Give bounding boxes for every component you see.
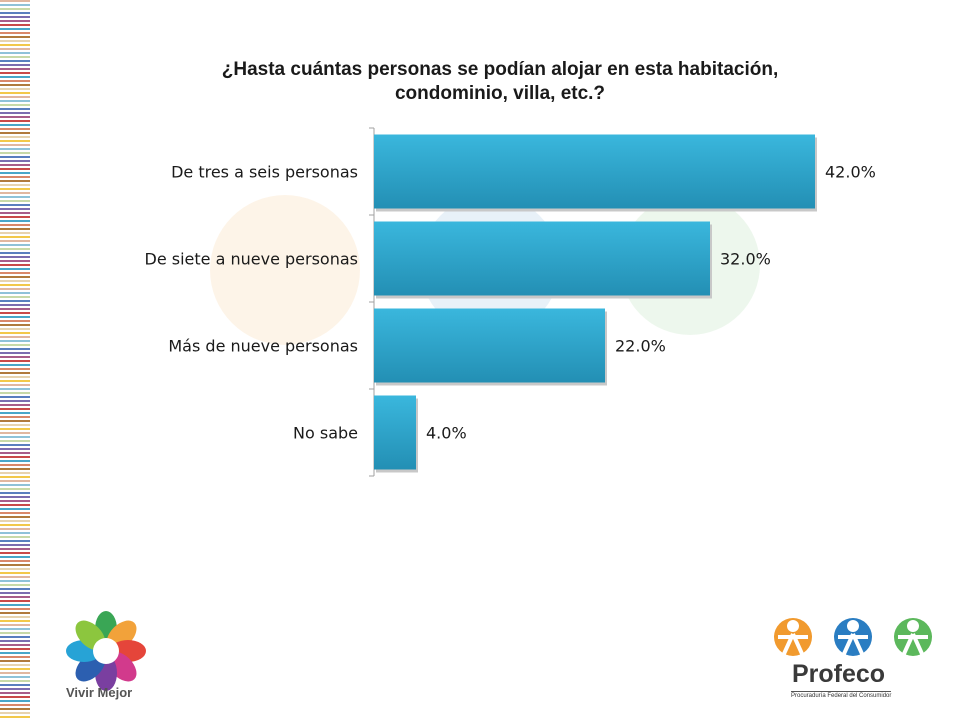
- chart-title-line-2: condominio, villa, etc.?: [394, 83, 606, 104]
- bar: [374, 221, 710, 296]
- chart-title-line-1: ¿Hasta cuántas personas se podían alojar…: [221, 59, 779, 80]
- vivir-mejor-logo-icon: [66, 611, 146, 691]
- category-label: No sabe: [293, 424, 358, 443]
- value-label: 4.0%: [426, 424, 467, 443]
- profeco-figures-icon: [774, 618, 932, 657]
- category-label: De tres a seis personas: [171, 163, 358, 182]
- profeco-name: Profeco: [792, 660, 886, 688]
- value-label: 42.0%: [825, 163, 876, 182]
- bar: [374, 134, 815, 209]
- bar: [374, 308, 605, 383]
- category-label: Más de nueve personas: [168, 337, 358, 356]
- value-label: 32.0%: [720, 250, 771, 269]
- value-label: 22.0%: [615, 337, 666, 356]
- category-label: De siete a nueve personas: [145, 250, 358, 269]
- bar: [374, 395, 416, 470]
- vivir-mejor-text: Vivir Mejor: [66, 685, 133, 700]
- profeco-subtitle: Procuraduría Federal del Consumidor: [791, 691, 892, 699]
- decorative-stripes: [0, 0, 30, 718]
- chart-title: ¿Hasta cuántas personas se podían alojar…: [110, 58, 890, 106]
